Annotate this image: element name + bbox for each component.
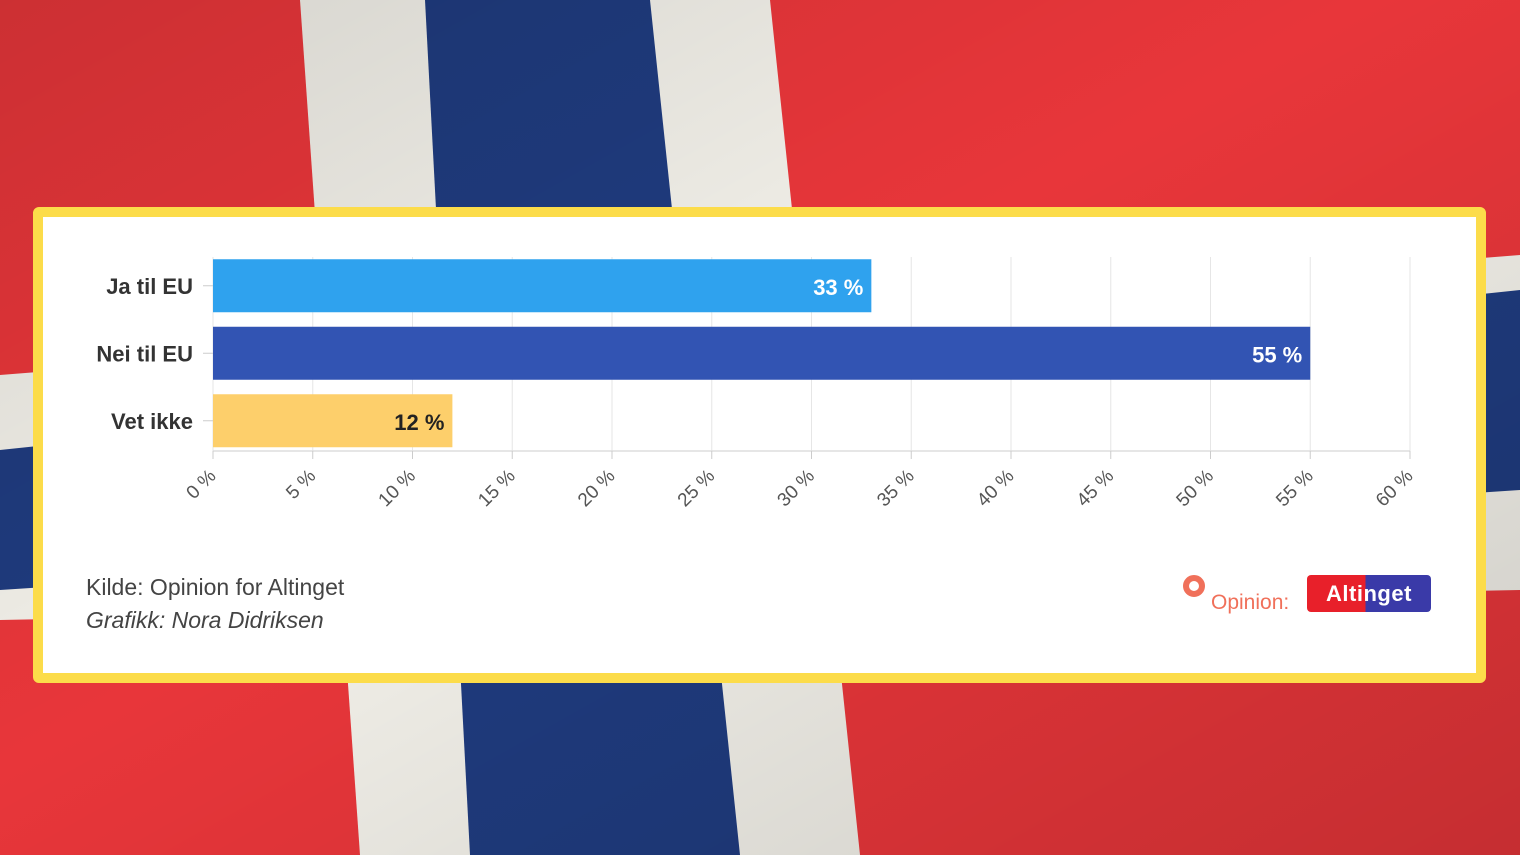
category-label: Ja til EU <box>106 274 193 299</box>
opinion-ring-icon <box>1183 575 1205 597</box>
x-tick-label: 60 % <box>1372 466 1418 512</box>
data-label: 33 % <box>813 275 863 300</box>
opinion-logo: Opinion: <box>1183 573 1289 623</box>
chart-card: 0 % 5 % 10 % 15 % 20 % 25 % 30 % 35 % 40 % 45 % 50… <box>33 207 1486 683</box>
altinget-logo: Altinget <box>1307 575 1431 612</box>
bar <box>213 326 1311 380</box>
bar-chart: 0 % 5 % 10 % 15 % 20 % 25 % 30 % 35 % 40 % 45 % 50… <box>96 257 1418 512</box>
graphics-credit: Grafikk: Nora Didriksen <box>86 607 324 633</box>
x-tick-label: 30 % <box>774 466 820 512</box>
x-tick-label: 15 % <box>474 466 520 512</box>
altinget-logo-text: Altinget <box>1326 581 1412 606</box>
category-label: Vet ikke <box>111 409 193 434</box>
x-tick-label: 0 % <box>183 466 221 504</box>
x-tick-label: 10 % <box>375 466 421 512</box>
x-tick-label: 25 % <box>674 466 720 512</box>
opinion-logo-text: Opinion: <box>1211 591 1290 614</box>
data-label: 55 % <box>1252 342 1302 367</box>
data-label: 12 % <box>394 410 444 435</box>
x-tick-label: 45 % <box>1073 466 1119 512</box>
bar <box>213 394 453 448</box>
source-note: Kilde: Opinion for Altinget <box>86 574 345 600</box>
x-tick-label: 20 % <box>574 466 620 512</box>
x-tick-label: 40 % <box>973 466 1019 512</box>
x-tick-label: 5 % <box>282 466 320 504</box>
x-tick-label: 55 % <box>1272 466 1318 512</box>
category-label: Nei til EU <box>96 341 193 366</box>
x-tick-label: 35 % <box>873 466 919 512</box>
bar <box>213 259 872 313</box>
x-tick-label: 50 % <box>1173 466 1219 512</box>
